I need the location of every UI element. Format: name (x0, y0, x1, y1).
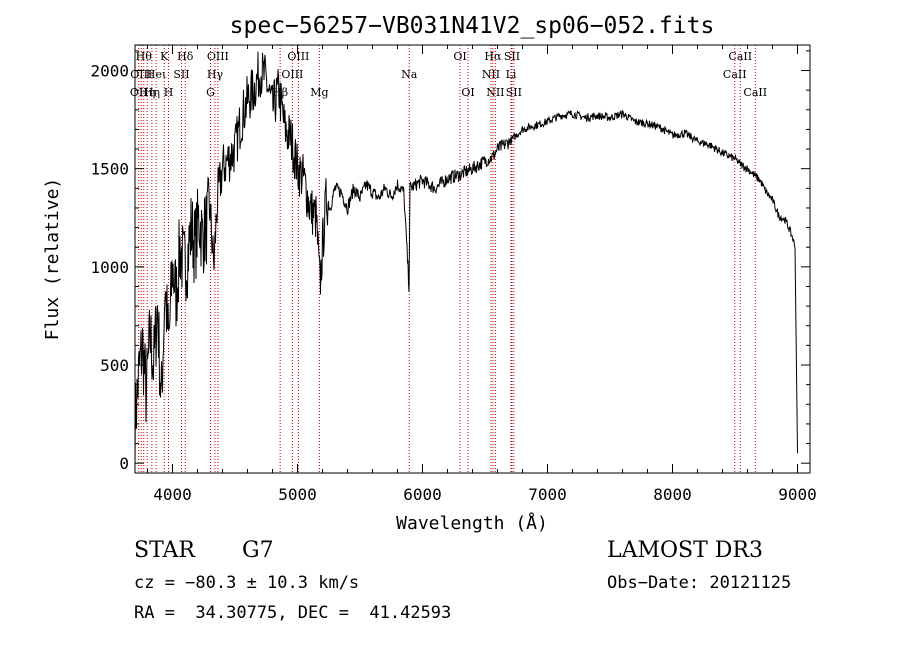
plot-frame (134, 44, 811, 474)
line-label-21: Hα (484, 50, 502, 63)
object-subclass: G7 (242, 538, 274, 563)
line-label-2: Hθ (136, 50, 153, 63)
y-tick-label-4: 2000 (90, 62, 129, 81)
y-tick-label-2: 1000 (90, 258, 129, 277)
redshift-value: cz = −80.3 ± 10.3 km/s (134, 573, 360, 593)
x-tick-label-4: 8000 (653, 485, 692, 504)
line-label-6: K (160, 50, 169, 63)
line-label-10: G (206, 86, 215, 99)
line-label-8: SII (173, 68, 189, 81)
line-label-17: Na (401, 68, 418, 81)
y-tick-label-0: 0 (119, 454, 129, 473)
y-tick-label-1: 500 (100, 356, 129, 375)
line-label-25: SII (506, 86, 522, 99)
x-axis-ticks: 4000 5000 6000 7000 8000 9000 (147, 45, 817, 504)
spectrum-series-line (134, 51, 798, 466)
y-tick-label-3: 1500 (90, 160, 129, 179)
spectral-line-labels: OIIOIIIHθHηHηHeιKHSIIHδGHγOIIIHβOIIIOIII… (130, 50, 767, 99)
line-label-1: OIII (130, 68, 152, 81)
line-label-24: SII (504, 50, 520, 63)
line-label-14: OIII (281, 68, 303, 81)
line-label-20: NII (482, 68, 500, 81)
survey-name: LAMOST DR3 (607, 538, 763, 563)
x-tick-label-0: 4000 (153, 485, 192, 504)
line-label-22: NII (486, 86, 504, 99)
line-label-11: Hγ (207, 68, 224, 81)
line-label-0: OII (130, 86, 148, 99)
line-label-7: H (164, 86, 174, 99)
x-tick-label-1: 5000 (278, 485, 317, 504)
x-tick-label-3: 7000 (528, 485, 567, 504)
line-label-26: CaII (723, 68, 747, 81)
line-label-23: Li (506, 68, 517, 81)
line-label-9: Hδ (177, 50, 194, 63)
line-label-16: Mg (310, 86, 328, 99)
line-label-5: Heι (146, 68, 166, 81)
line-label-15: OIII (287, 50, 309, 63)
y-axis-label: Flux (relative) (42, 178, 63, 341)
object-class: STAR (134, 538, 195, 563)
x-axis-label: Wavelength (Å) (396, 512, 548, 534)
chart-title: spec−56257−VB031N41V2_sp06−052.fits (230, 13, 715, 39)
line-label-28: CaII (743, 86, 767, 99)
line-label-3: Hη (139, 86, 155, 99)
line-label-27: CaII (728, 50, 752, 63)
line-label-12: OIII (207, 50, 229, 63)
line-label-18: OI (453, 50, 466, 63)
sky-coordinates: RA = 34.30775, DEC = 41.42593 (134, 603, 452, 623)
line-label-4: Hη (144, 86, 160, 99)
observation-date: Obs−Date: 20121125 (607, 573, 792, 593)
y-axis-ticks: 0 500 1000 1500 2000 (90, 50, 810, 473)
spectral-line-markers (138, 45, 756, 473)
x-tick-label-2: 6000 (403, 485, 442, 504)
x-tick-label-5: 9000 (778, 485, 817, 504)
line-label-19: OI (461, 86, 474, 99)
